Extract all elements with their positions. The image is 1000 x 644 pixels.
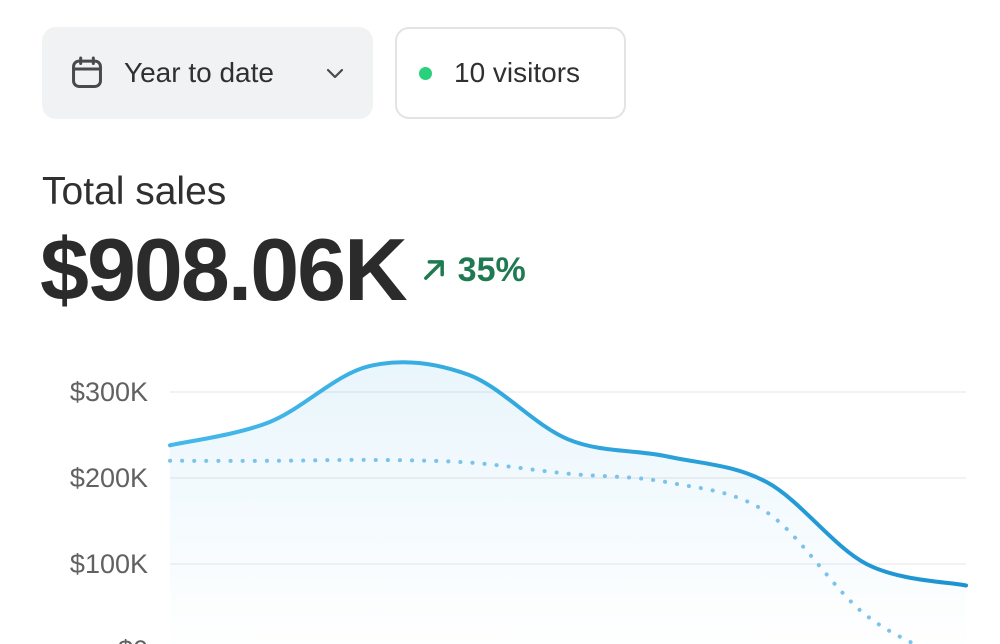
sales-series-line	[168, 360, 968, 588]
date-range-label: Year to date	[124, 57, 274, 88]
y-tick-label: $100K	[70, 549, 148, 579]
arrow-up-right-icon	[423, 260, 444, 280]
y-tick-label: $300K	[70, 377, 148, 407]
comparison-series-line	[168, 457, 919, 644]
chevron-down-icon	[326, 68, 344, 79]
metric-value: $908.06K	[40, 220, 408, 319]
change-indicator: 35%	[420, 251, 526, 290]
sales-chart: $300K $200K $100K $0	[70, 360, 968, 644]
calendar-icon	[72, 56, 102, 88]
live-status-dot	[419, 66, 432, 80]
metric-title: Total sales	[42, 170, 227, 213]
filter-bar: Year to date 10 visitors	[42, 27, 626, 119]
date-range-dropdown[interactable]: Year to date	[42, 27, 373, 119]
y-tick-label: $200K	[70, 463, 148, 493]
change-percent: 35%	[457, 250, 526, 289]
y-tick-label: $0	[118, 635, 148, 644]
metric-row: $908.06K 35%	[40, 226, 526, 314]
visitors-label: 10 visitors	[454, 57, 581, 88]
series-area-fill	[170, 362, 966, 644]
visitors-badge[interactable]: 10 visitors	[395, 27, 626, 119]
